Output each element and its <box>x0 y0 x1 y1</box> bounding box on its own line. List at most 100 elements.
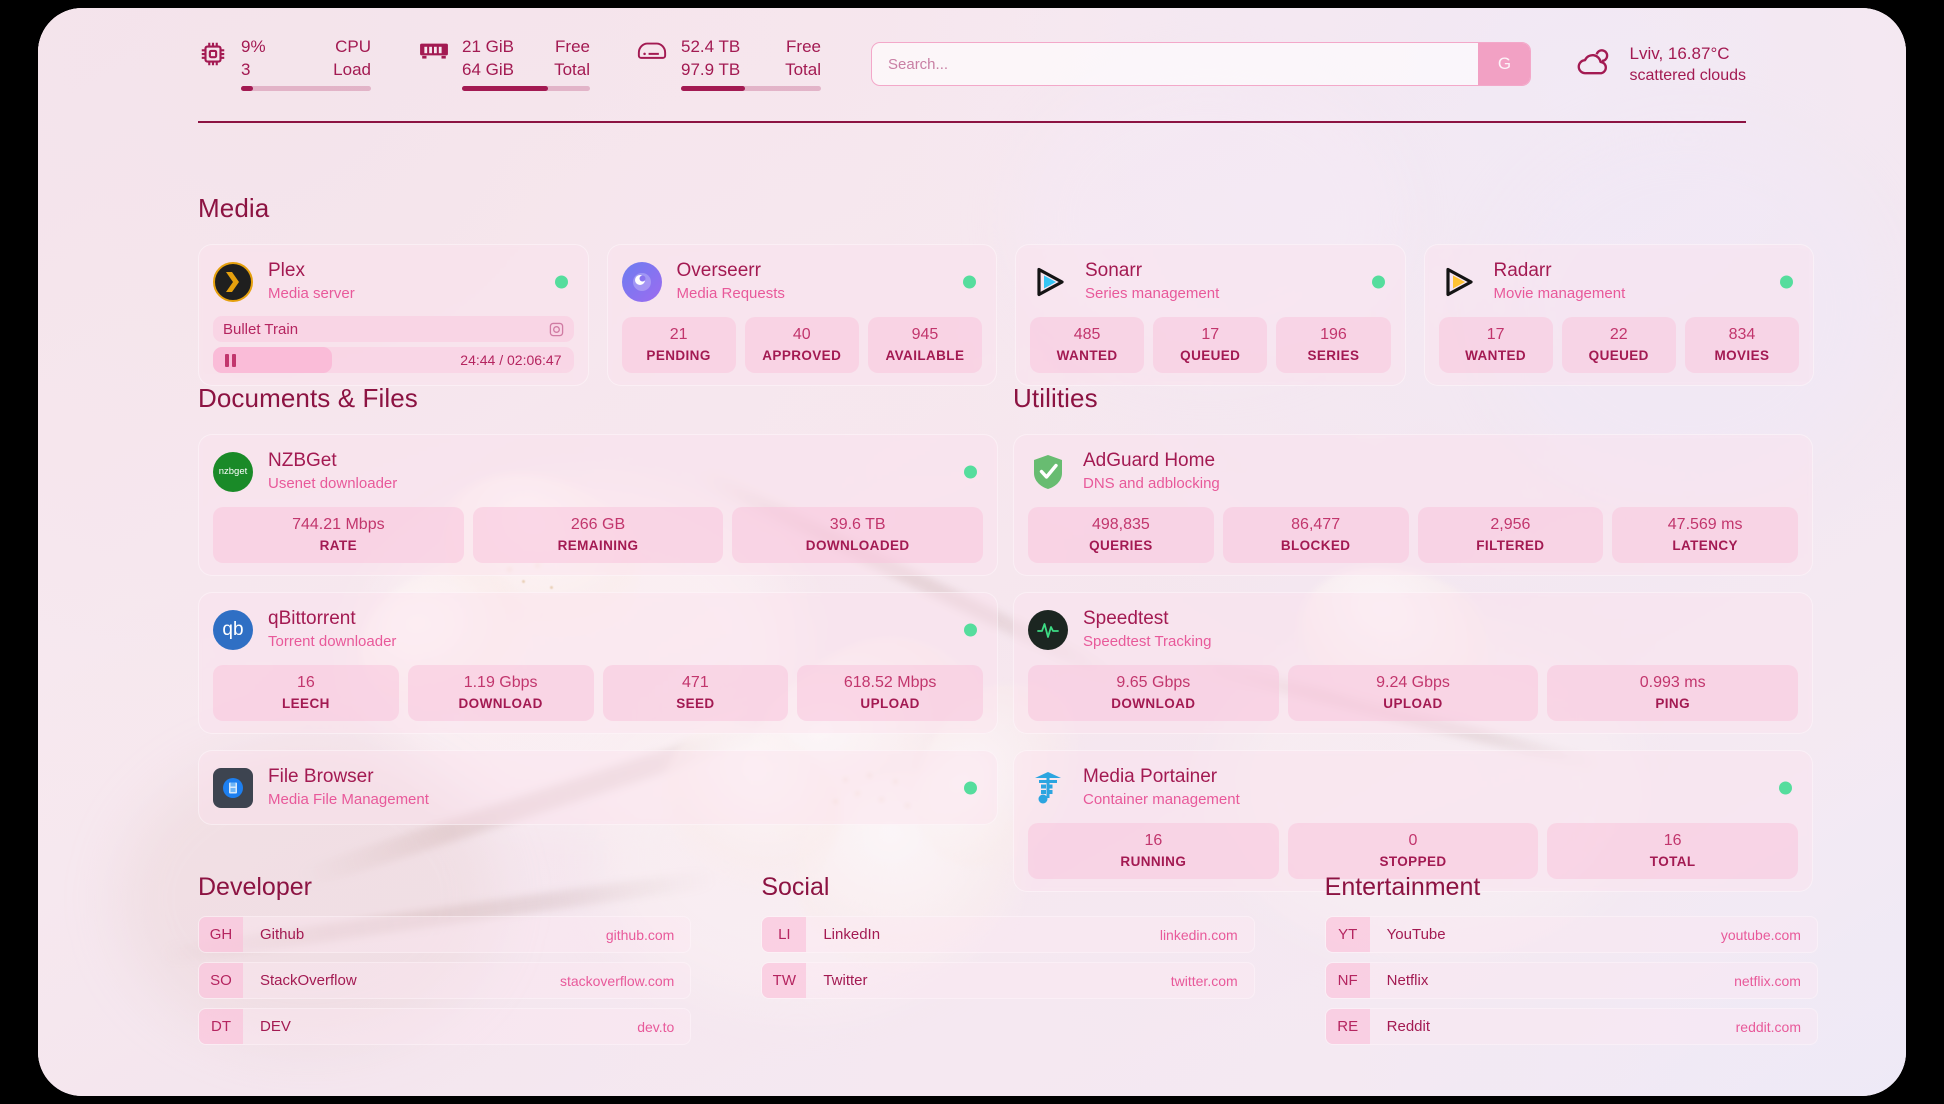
scattered-clouds-icon <box>1575 48 1615 80</box>
stat-label: SEED <box>676 696 715 711</box>
bookmark-abbr: YT <box>1325 917 1370 952</box>
stat-value: 196 <box>1320 326 1347 343</box>
stat-upload: 618.52 Mbps UPLOAD <box>797 665 983 721</box>
bookmark-item-linkedin[interactable]: LI LinkedIn linkedin.com <box>761 916 1255 953</box>
stat-rate: 744.21 Mbps RATE <box>213 507 464 563</box>
stat-value: 16 <box>296 674 315 691</box>
radarr-stats: 17 WANTED 22 QUEUED 834 MOVIES <box>1438 317 1800 373</box>
adguard-subtitle: DNS and adblocking <box>1083 475 1220 492</box>
search-submit-button[interactable]: G <box>1478 43 1531 85</box>
service-card-speedtest[interactable]: Speedtest Speedtest Tracking 9.65 Gbps D… <box>1013 592 1813 734</box>
memory-label-bottom: Total <box>554 60 590 79</box>
stat-label: BLOCKED <box>1280 538 1351 553</box>
section-utilities: Utilities AdGuard Home DNS and adblockin… <box>1013 383 1813 892</box>
plex-progress-bar[interactable]: 24:44 / 02:06:47 <box>213 347 574 373</box>
pause-icon[interactable] <box>225 353 236 367</box>
service-card-overseerr[interactable]: Overseerr Media Requests 21 PENDING 40 A… <box>606 244 997 386</box>
sonarr-logo <box>1030 262 1070 302</box>
dashboard-window: 9% CPU 3 Load <box>38 8 1906 1096</box>
disk-progress-fill <box>681 86 746 91</box>
stat-value: 945 <box>911 326 939 343</box>
bookmark-group-developer: Developer GH Github github.com SO StackO… <box>198 873 692 1054</box>
filebrowser-logo <box>213 767 253 808</box>
stat-value: 22 <box>1609 326 1628 343</box>
stat-label: STOPPED <box>1379 854 1447 869</box>
disk-label-bottom: Total <box>785 60 821 79</box>
service-card-sonarr[interactable]: Sonarr Series management 485 WANTED 17 Q… <box>1015 244 1406 386</box>
stat-leech: 16 LEECH <box>213 665 399 721</box>
plex-cast-icon[interactable] <box>549 322 564 337</box>
stat-filtered: 2,956 FILTERED <box>1417 507 1604 563</box>
filebrowser-name: File Browser <box>268 766 374 787</box>
bookmark-item-twitter[interactable]: TW Twitter twitter.com <box>761 962 1255 999</box>
qbittorrent-subtitle: Torrent downloader <box>268 633 397 650</box>
nzbget-stats: 744.21 Mbps RATE 266 GB REMAINING 39.6 T… <box>213 507 984 563</box>
bookmark-url: reddit.com <box>1735 1018 1801 1035</box>
weather-location-temp: Lviv, 16.87°C <box>1629 43 1730 63</box>
nzbget-subtitle: Usenet downloader <box>268 475 398 492</box>
stat-label: WANTED <box>1056 348 1118 363</box>
stat-value: 471 <box>682 674 709 691</box>
stat-value: 16 <box>1663 832 1682 849</box>
stat-downloaded: 39.6 TB DOWNLOADED <box>732 507 984 563</box>
service-card-media-portainer[interactable]: Media Portainer Container management 16 … <box>1013 750 1813 892</box>
stat-label: QUEUED <box>1588 348 1649 363</box>
bookmark-group-title: Social <box>761 873 830 901</box>
bookmark-item-dev[interactable]: DT DEV dev.to <box>198 1008 692 1045</box>
stat-value: 47.569 ms <box>1667 516 1743 533</box>
portainer-logo <box>1028 768 1068 808</box>
qbittorrent-logo: qb <box>213 609 253 650</box>
speedtest-subtitle: Speedtest Tracking <box>1083 633 1212 650</box>
service-card-radarr[interactable]: Radarr Movie management 17 WANTED 22 QUE… <box>1423 244 1814 386</box>
bookmark-name: DEV <box>260 1018 291 1035</box>
plex-subtitle: Media server <box>268 285 355 302</box>
bookmark-item-netflix[interactable]: NF Netflix netflix.com <box>1324 962 1818 999</box>
bookmark-group-title: Developer <box>198 873 312 901</box>
bookmark-abbr: TW <box>762 963 807 998</box>
stat-series: 196 SERIES <box>1276 317 1391 373</box>
stat-upload: 9.24 Gbps UPLOAD <box>1287 665 1539 721</box>
cpu-label-top: CPU <box>335 37 371 56</box>
overseerr-stats: 21 PENDING 40 APPROVED 945 AVAILABLE <box>621 317 983 373</box>
bookmark-item-reddit[interactable]: RE Reddit reddit.com <box>1324 1008 1818 1045</box>
bookmark-item-stackoverflow[interactable]: SO StackOverflow stackoverflow.com <box>198 962 692 999</box>
service-card-file-browser[interactable]: File Browser Media File Management <box>198 750 998 825</box>
stat-value: 39.6 TB <box>829 516 886 533</box>
stat-value: 9.24 Gbps <box>1376 674 1450 691</box>
plex-time-display: 24:44 / 02:06:47 <box>460 352 562 368</box>
stat-value: 9.65 Gbps <box>1116 674 1191 691</box>
stat-value: 1.19 Gbps <box>463 674 538 691</box>
stat-value: 618.52 Mbps <box>843 674 937 691</box>
stat-download: 1.19 Gbps DOWNLOAD <box>407 665 594 721</box>
stat-label: DOWNLOAD <box>1111 696 1196 711</box>
search-input[interactable] <box>872 43 1479 85</box>
stat-label: AVAILABLE <box>885 348 965 363</box>
radarr-logo <box>1439 262 1479 302</box>
service-card-qbittorrent[interactable]: qb qBittorrent Torrent downloader 16 LEE… <box>198 592 998 734</box>
bookmark-url: twitter.com <box>1170 972 1238 989</box>
stat-label: LEECH <box>281 696 330 711</box>
memory-progress-fill <box>462 86 548 91</box>
stat-value: 485 <box>1073 326 1101 343</box>
system-stat-cpu: 9% CPU 3 Load <box>198 35 371 93</box>
search-box[interactable]: G <box>871 42 1532 86</box>
stat-running: 16 RUNNING <box>1028 823 1279 879</box>
overseerr-logo <box>621 261 662 302</box>
service-card-plex[interactable]: Plex Media server Bullet Train <box>198 244 589 386</box>
stat-value: 834 <box>1728 326 1756 343</box>
bookmark-url: github.com <box>605 926 675 943</box>
bookmark-item-github[interactable]: GH Github github.com <box>198 916 692 953</box>
disk-progress-track <box>681 86 821 91</box>
stat-ping: 0.993 ms PING <box>1547 665 1799 721</box>
portainer-status-indicator <box>1779 781 1792 794</box>
bookmark-item-youtube[interactable]: YT YouTube youtube.com <box>1324 916 1818 953</box>
stat-label: QUEUED <box>1180 348 1241 363</box>
adguard-stats: 498,835 QUERIES 86,477 BLOCKED 2,956 FIL… <box>1028 507 1798 563</box>
service-card-adguard[interactable]: AdGuard Home DNS and adblocking 498,835 … <box>1013 434 1813 576</box>
bookmark-abbr: SO <box>199 963 243 998</box>
plex-logo <box>213 261 253 302</box>
header-divider <box>198 121 1746 123</box>
service-card-nzbget[interactable]: nzbget NZBGet Usenet downloader 744.21 M… <box>198 434 998 576</box>
stat-label: LATENCY <box>1672 538 1738 553</box>
overseerr-subtitle: Media Requests <box>676 285 785 302</box>
